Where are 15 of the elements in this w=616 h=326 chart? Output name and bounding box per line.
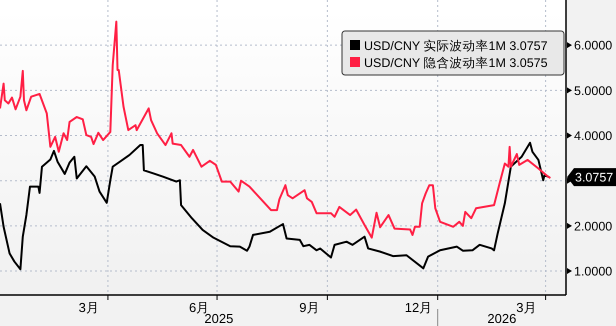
text: 3.0757 bbox=[575, 170, 614, 185]
x-tick-label: 6月 bbox=[188, 300, 210, 315]
x-tick-label: 3月 bbox=[78, 300, 99, 315]
line-series bbox=[0, 20, 552, 239]
text: 2026 bbox=[487, 311, 516, 326]
x-tick-label: 12月 bbox=[404, 300, 432, 315]
y-tick-label: 5.0000 bbox=[574, 84, 612, 98]
x-tick-label: 9月 bbox=[299, 300, 320, 315]
x-tick-label: 3月 bbox=[516, 300, 537, 315]
legend-label: USD/CNY 实际波动率1M 3.0757 bbox=[364, 38, 548, 53]
y-tick-label: 6.0000 bbox=[574, 38, 612, 53]
y-tick-label: 2.0000 bbox=[574, 219, 612, 234]
y-tick-label: 1.0000 bbox=[574, 264, 612, 279]
legend-label: USD/CNY 隐含波动率1M 3.0575 bbox=[364, 55, 548, 70]
y-tick-label: 4.0000 bbox=[574, 129, 612, 144]
